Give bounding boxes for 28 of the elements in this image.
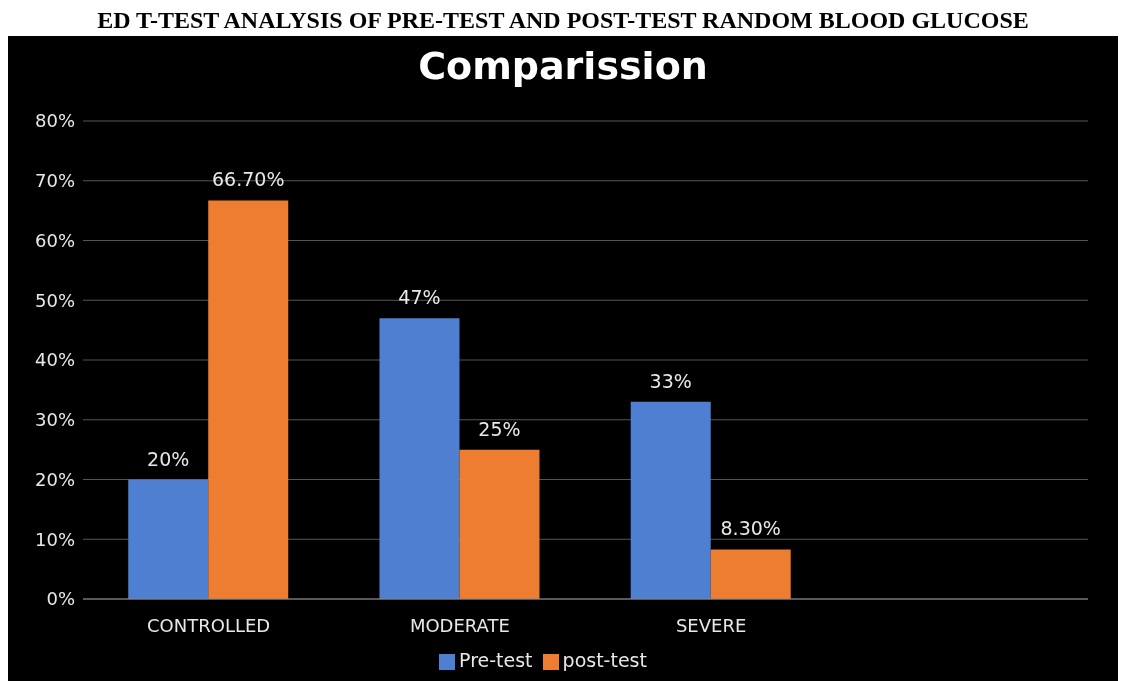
text: ED T-TEST ANALYSIS OF PRE-TEST AND POST-TEST RANDOM BLOOD GLUCOSE bbox=[96, 7, 1030, 33]
y-tick-label: 10% bbox=[34, 528, 75, 550]
x-tick-label: SEVERE bbox=[675, 614, 747, 636]
y-tick-label: 30% bbox=[34, 409, 75, 431]
x-tick-label: MODERATE bbox=[409, 614, 510, 636]
y-tick-label: 60% bbox=[34, 229, 75, 251]
y-tick-label: 70% bbox=[34, 170, 75, 192]
data-label: 33% bbox=[649, 369, 692, 392]
y-tick-label: 40% bbox=[34, 349, 75, 371]
bar bbox=[379, 318, 460, 599]
chart-title: Comparission bbox=[417, 44, 709, 88]
data-label: 47% bbox=[398, 286, 441, 309]
bar bbox=[128, 479, 209, 599]
data-label: 66.70% bbox=[212, 168, 285, 191]
data-label: 25% bbox=[478, 417, 521, 440]
y-tick-label: 0% bbox=[46, 588, 75, 610]
bar bbox=[208, 200, 289, 599]
data-label: 8.30% bbox=[720, 517, 781, 540]
y-tick-label: 50% bbox=[34, 289, 75, 311]
bar bbox=[630, 401, 711, 599]
data-label: 20% bbox=[147, 447, 190, 470]
bar bbox=[459, 449, 540, 599]
legend-label: post-test bbox=[562, 649, 647, 671]
x-tick-label: CONTROLLED bbox=[147, 614, 271, 636]
y-tick-label: 80% bbox=[34, 110, 75, 132]
legend-label: Pre-test bbox=[459, 649, 533, 671]
bar bbox=[710, 549, 791, 599]
y-tick-label: 20% bbox=[34, 468, 75, 490]
